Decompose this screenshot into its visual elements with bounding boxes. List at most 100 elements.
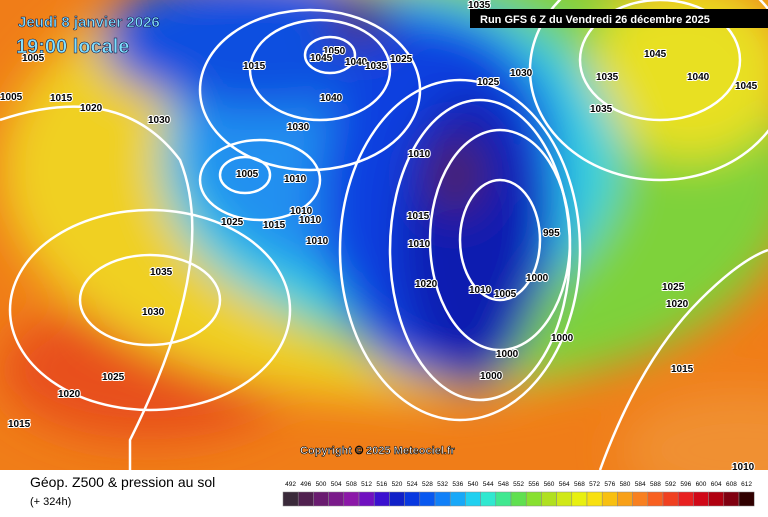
colorbar-cell (708, 491, 725, 507)
colorbar-label: 508 (346, 481, 357, 488)
isobar-label: 1035 (468, 0, 491, 11)
isobar-label: 1005 (22, 53, 45, 64)
isobar-label: 1000 (480, 371, 503, 382)
colorbar-cell (677, 491, 694, 507)
isobar-label: 1015 (8, 419, 31, 430)
isobar-label: 1035 (590, 104, 613, 115)
colorbar: 492 496 500 504 508 512 516 520 524 528 532 536 540 5… (282, 481, 755, 507)
isobar-label: 1020 (58, 389, 81, 400)
isobar-label: 1035 (596, 72, 619, 83)
colorbar-label: 492 (285, 481, 296, 488)
colorbar-cell (693, 491, 709, 507)
colorbar-cell (480, 491, 497, 507)
copyright: Copyright © 2025 Meteociel.fr (300, 445, 456, 457)
isobar-label: 1010 (408, 149, 431, 160)
isobar-label: 1000 (526, 273, 549, 284)
colorbar-cell (525, 491, 542, 507)
isobar-label: 1040 (320, 93, 343, 104)
colorbar-label: 588 (650, 481, 661, 488)
colorbar-label: 580 (620, 481, 631, 488)
date: Jeudi 8 janvier 2026 (18, 14, 160, 31)
colorbar-cell (541, 491, 557, 507)
colorbar-cell (449, 491, 466, 507)
colorbar-label: 552 (513, 481, 524, 488)
isobar-label: 1045 (735, 81, 758, 92)
colorbar-label: 608 (726, 481, 737, 488)
colorbar-label: 504 (331, 481, 342, 488)
colorbar-label: 520 (392, 481, 403, 488)
colorbar-label: 596 (680, 481, 691, 488)
isobar-label: 1005 (236, 169, 259, 180)
colorbar-cell (556, 491, 573, 507)
colorbar-cell (313, 491, 329, 507)
colorbar-label: 564 (559, 481, 570, 488)
colorbar-cell (647, 491, 664, 507)
colorbar-cell (723, 491, 740, 507)
colorbar-label: 592 (665, 481, 676, 488)
colorbar-label: 604 (711, 481, 722, 488)
colorbar-cell (601, 491, 618, 507)
isobar-label: 1015 (263, 220, 286, 231)
isobar-label: 1015 (243, 61, 266, 72)
colorbar-label: 516 (376, 481, 387, 488)
isobar-label: 1025 (221, 217, 244, 228)
colorbar-cell (617, 491, 633, 507)
colorbar-label: 500 (316, 481, 327, 488)
isobar-label: 1030 (287, 122, 310, 133)
colorbar-label: 600 (696, 481, 707, 488)
colorbar-label: 560 (544, 481, 555, 488)
header: Jeudi 8 janvier 2026 19:00 locale Run GF… (16, 9, 768, 58)
colorbar-label: 512 (361, 481, 372, 488)
isobar-label: 1005 (0, 92, 23, 103)
colorbar-label: 496 (300, 481, 311, 488)
isobar-label: 995 (543, 228, 560, 239)
isobar-label: 1000 (496, 349, 519, 360)
colorbar-cell (738, 491, 755, 507)
colorbar-cell (389, 491, 405, 507)
isobar-label: 1000 (551, 333, 574, 344)
isobar-label: 1025 (102, 372, 125, 383)
colorbar-cell (586, 491, 603, 507)
colorbar-cell (297, 491, 314, 507)
colorbar-cell (495, 491, 512, 507)
colorbar-label: 556 (528, 481, 539, 488)
colorbar-label: 568 (574, 481, 585, 488)
isobar-label: 1015 (407, 211, 430, 222)
isobar-label: 1010 (306, 236, 329, 247)
colorbar-cell (343, 491, 360, 507)
colorbar-cell (434, 491, 451, 507)
colorbar-cell (358, 491, 375, 507)
colorbar-label: 576 (604, 481, 615, 488)
isobar-label: 1010 (290, 206, 313, 217)
colorbar-label: 548 (498, 481, 509, 488)
colorbar-cell (465, 491, 481, 507)
isobar-label: 1045 (310, 53, 333, 64)
isobar-label: 1040 (345, 57, 368, 68)
isobar-label: 1005 (494, 289, 517, 300)
colorbar-label: 612 (741, 481, 752, 488)
isobar-label: 1030 (148, 115, 171, 126)
isobar-label: 1020 (80, 103, 103, 114)
colorbar-cell (571, 491, 588, 507)
colorbar-cell (662, 491, 679, 507)
colorbar-label: 572 (589, 481, 600, 488)
local-time: 19:00 locale (16, 36, 129, 58)
isobar-label: 1025 (662, 282, 685, 293)
isobar-label: 1030 (142, 307, 165, 318)
isobar-label: 1025 (390, 54, 413, 65)
colorbar-cell (282, 491, 299, 507)
isobar-label: 1020 (415, 279, 438, 290)
colorbar-label: 524 (407, 481, 418, 488)
colorbar-cell (328, 491, 345, 507)
colorbar-label: 536 (452, 481, 463, 488)
isobar-label: 1010 (469, 285, 492, 296)
isobar-label: 1040 (687, 72, 710, 83)
colorbar-label: 544 (483, 481, 494, 488)
colorbar-cell (419, 491, 436, 507)
colorbar-label: 540 (468, 481, 479, 488)
isobars (0, 0, 768, 470)
isobar-label: 1020 (666, 299, 689, 310)
isobar-label: 1025 (477, 77, 500, 88)
